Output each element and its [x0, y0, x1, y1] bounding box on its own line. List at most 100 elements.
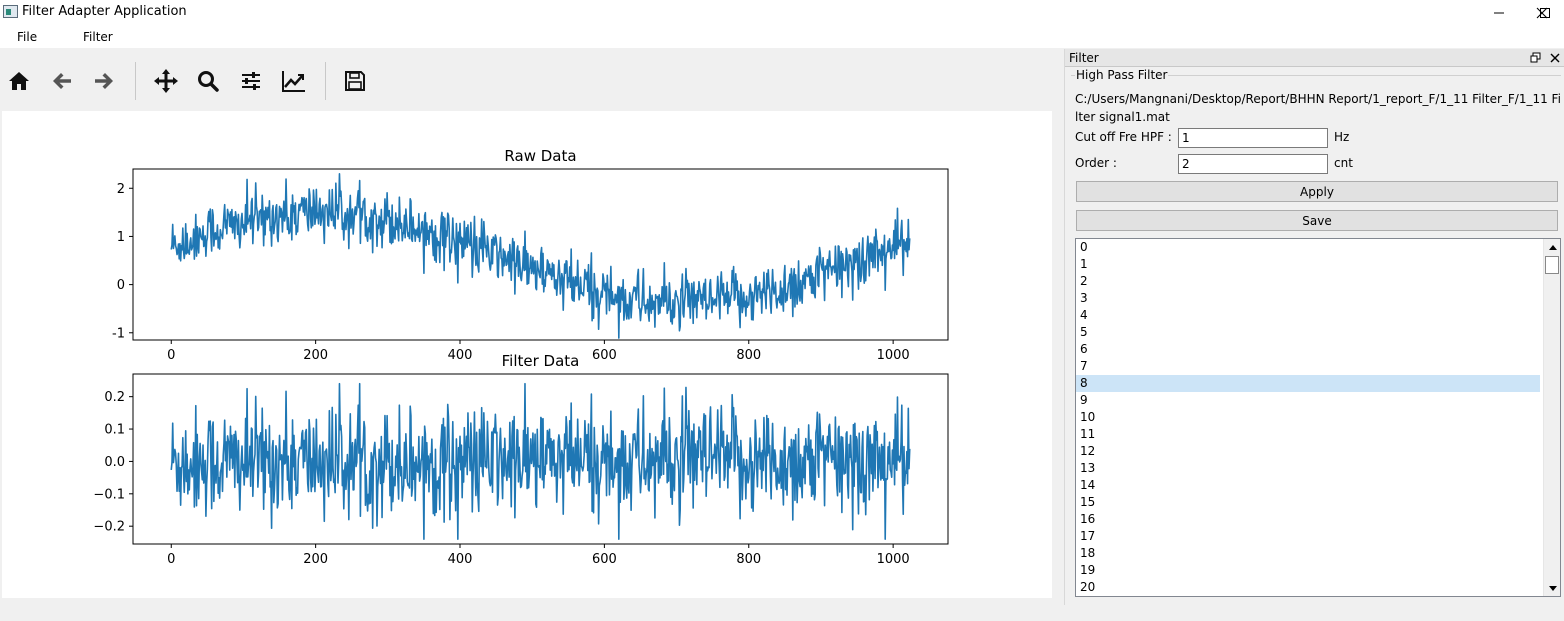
- list-item[interactable]: 18: [1080, 546, 1096, 560]
- plot-title: Filter Data: [502, 352, 580, 370]
- order-label: Order :: [1075, 156, 1117, 170]
- apply-button[interactable]: Apply: [1076, 181, 1558, 202]
- save-icon: [345, 71, 365, 91]
- x-tick-label: 400: [448, 552, 473, 567]
- close-button[interactable]: [1520, 0, 1564, 26]
- list-item[interactable]: 4: [1080, 308, 1088, 322]
- x-tick-label: 1000: [877, 348, 910, 363]
- data-series-line: [170, 173, 911, 339]
- list-item[interactable]: 19: [1080, 563, 1096, 577]
- float-icon: [1530, 52, 1541, 63]
- channel-list[interactable]: 0 1 2 3 4 5 6 7 8 9 10 11 12 13 14 15 16 17 18 19 20: [1075, 238, 1561, 597]
- home-icon: [9, 72, 29, 90]
- zoom-button[interactable]: [191, 64, 225, 98]
- back-button[interactable]: [45, 64, 79, 98]
- toolbar-separator: [325, 62, 326, 100]
- app-icon: [3, 5, 18, 18]
- list-item[interactable]: 5: [1080, 325, 1088, 339]
- x-tick-label: 1000: [877, 552, 910, 567]
- list-item[interactable]: 7: [1080, 359, 1088, 373]
- minimize-icon: [1494, 12, 1504, 14]
- list-item[interactable]: 17: [1080, 529, 1096, 543]
- save-button[interactable]: Save: [1076, 210, 1558, 231]
- back-arrow-icon: [53, 73, 71, 89]
- list-item[interactable]: 2: [1080, 274, 1088, 288]
- cutoff-unit: Hz: [1334, 130, 1350, 144]
- order-unit: cnt: [1334, 156, 1353, 170]
- x-tick-label: 800: [736, 552, 761, 567]
- list-item[interactable]: 15: [1080, 495, 1096, 509]
- axes-frame: [132, 373, 949, 545]
- y-tick-label: 1: [117, 230, 125, 245]
- menu-filter[interactable]: Filter: [83, 30, 113, 44]
- list-item[interactable]: 9: [1080, 393, 1088, 407]
- list-item[interactable]: 16: [1080, 512, 1096, 526]
- plot-title: Raw Data: [504, 147, 576, 165]
- menu-file[interactable]: File: [17, 30, 38, 44]
- dock-float-button[interactable]: [1530, 49, 1541, 66]
- list-scrollbar[interactable]: [1543, 239, 1560, 596]
- list-item[interactable]: 0: [1080, 240, 1088, 254]
- x-tick-label: 200: [303, 552, 328, 567]
- cutoff-label: Cut off Fre HPF :: [1075, 130, 1172, 144]
- scroll-up-icon: [1548, 244, 1557, 250]
- x-tick-label: 400: [448, 348, 473, 363]
- list-item[interactable]: 6: [1080, 342, 1088, 356]
- x-tick-label: 600: [592, 552, 617, 567]
- y-tick-label: −0.1: [93, 487, 125, 502]
- scroll-thumb[interactable]: [1545, 256, 1559, 274]
- data-series-line: [170, 382, 911, 540]
- scroll-up-button[interactable]: [1544, 239, 1560, 255]
- close-icon: [1550, 53, 1560, 63]
- axes-frame: [132, 168, 949, 341]
- window-title: Filter Adapter Application: [22, 4, 187, 19]
- y-tick-label: -1: [112, 326, 125, 341]
- list-item[interactable]: 13: [1080, 461, 1096, 475]
- forward-button[interactable]: [87, 64, 121, 98]
- list-item[interactable]: 14: [1080, 478, 1096, 492]
- filter-data-axes: Filter Data 0 200 400 600 800 1000 −0.2 −0.1 0.0 0…: [93, 352, 949, 567]
- list-item[interactable]: 10: [1080, 410, 1096, 424]
- save-figure-button[interactable]: [338, 64, 372, 98]
- plot-toolbar: [0, 56, 1060, 108]
- toolbar-separator: [135, 62, 136, 100]
- dock-close-button[interactable]: [1550, 49, 1560, 66]
- x-tick-label: 200: [303, 348, 328, 363]
- y-tick-label: 0.2: [104, 390, 125, 405]
- scroll-down-button[interactable]: [1544, 580, 1560, 596]
- plot-figure: Raw Data 0 200 400 600 800 1000 -1 0 1 2 Filter Da…: [93, 147, 949, 567]
- cutoff-input[interactable]: [1178, 128, 1328, 148]
- y-tick-label: 2: [117, 182, 125, 197]
- high-pass-group: [1071, 75, 1561, 605]
- plot-canvas[interactable]: Raw Data 0 200 400 600 800 1000 -1 0 1 2 Filter Da…: [2, 111, 1052, 598]
- minimize-hit: [1476, 0, 1520, 26]
- list-item[interactable]: 12: [1080, 444, 1096, 458]
- configure-subplots-button[interactable]: [234, 64, 268, 98]
- y-tick-label: 0: [117, 278, 125, 293]
- minimize-button[interactable]: [1476, 0, 1522, 26]
- y-tick-label: 0.1: [104, 423, 125, 438]
- list-item[interactable]: 20: [1080, 580, 1096, 594]
- scroll-down-icon: [1548, 585, 1557, 591]
- y-tick-label: 0.0: [104, 455, 125, 470]
- edit-axis-icon: [282, 71, 305, 92]
- list-item[interactable]: 8: [1076, 375, 1540, 392]
- pan-button[interactable]: [149, 64, 183, 98]
- configure-subplots-icon: [242, 72, 260, 90]
- home-button[interactable]: [2, 64, 36, 98]
- filter-dock: Filter High Pass Filter C:/Users/Mangnan…: [1064, 49, 1564, 605]
- zoom-icon: [198, 71, 219, 92]
- list-item[interactable]: 11: [1080, 427, 1096, 441]
- file-path-label: C:/Users/Mangnani/Desktop/Report/BHHN Re…: [1075, 92, 1561, 124]
- order-input[interactable]: [1178, 154, 1328, 174]
- raw-data-axes: Raw Data 0 200 400 600 800 1000 -1 0 1 2: [112, 147, 949, 363]
- list-item[interactable]: 1: [1080, 257, 1088, 271]
- edit-axis-button[interactable]: [277, 64, 311, 98]
- maximize-button[interactable]: [1522, 0, 1564, 26]
- list-item[interactable]: 3: [1080, 291, 1088, 305]
- pan-icon: [154, 69, 178, 93]
- x-tick-label: 800: [736, 348, 761, 363]
- title-bar: Filter Adapter Application: [0, 0, 1564, 26]
- close-icon: [1536, 7, 1548, 19]
- dock-title: Filter: [1069, 51, 1099, 65]
